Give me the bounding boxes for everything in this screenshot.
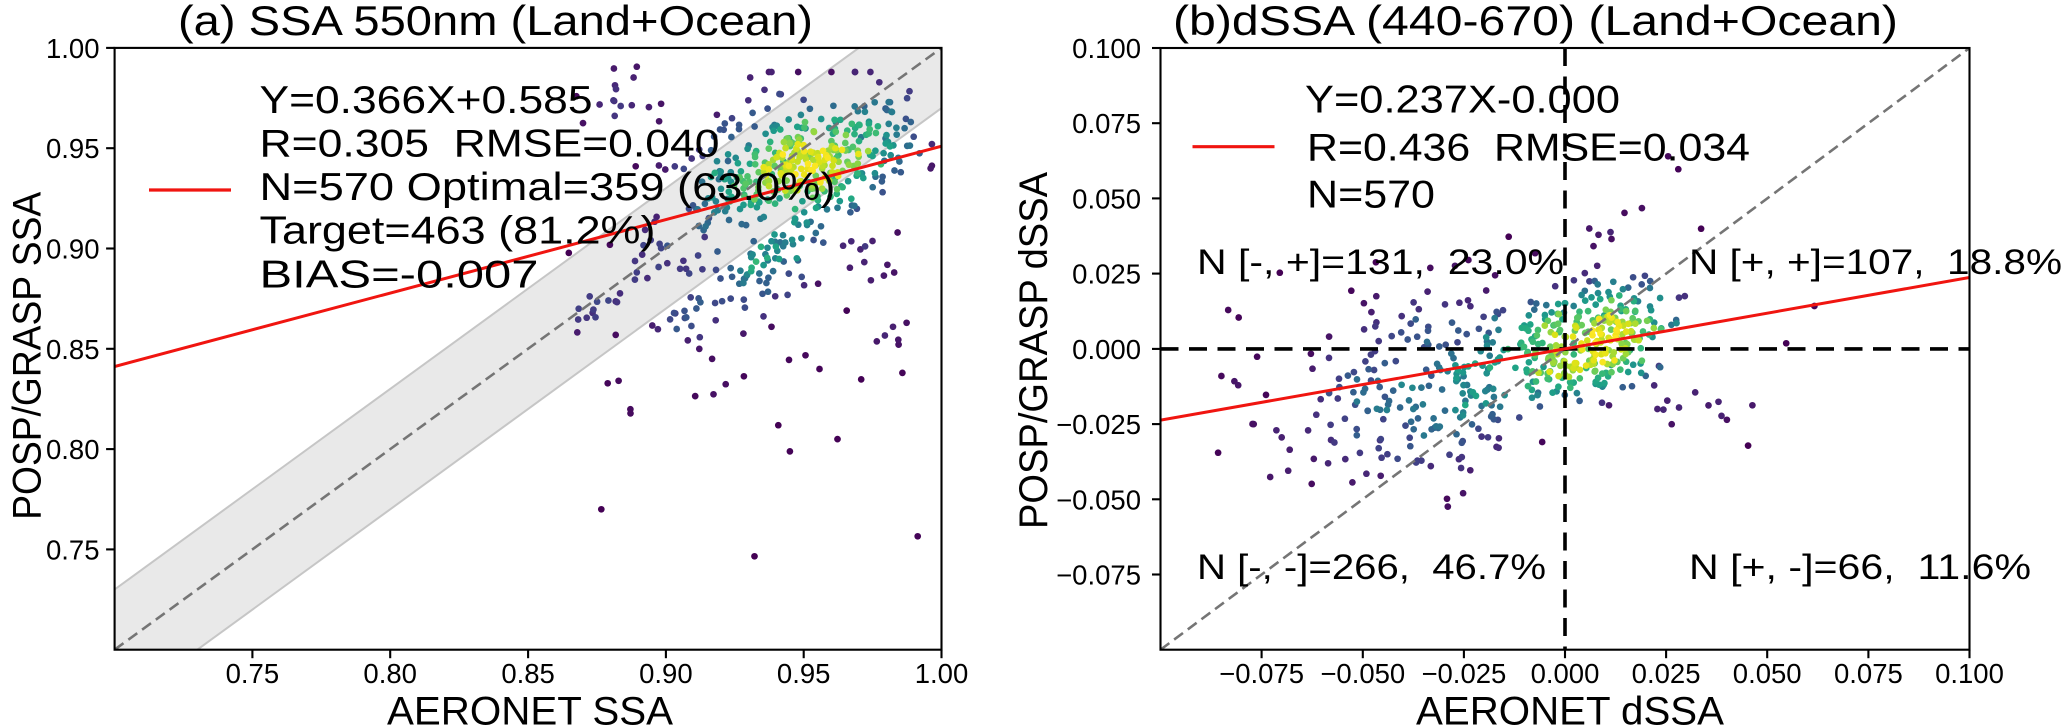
svg-text:0.100: 0.100: [1935, 658, 2004, 689]
svg-text:(a) SSA 550nm (Land+Ocean): (a) SSA 550nm (Land+Ocean): [178, 0, 813, 44]
svg-text:0.075: 0.075: [1072, 108, 1141, 139]
svg-text:0.80: 0.80: [46, 434, 100, 465]
svg-text:POSP/GRASP SSA: POSP/GRASP SSA: [6, 192, 50, 520]
svg-text:0.90: 0.90: [639, 658, 693, 689]
svg-text:0.025: 0.025: [1072, 259, 1141, 290]
svg-text:0.95: 0.95: [777, 658, 831, 689]
svg-text:0.75: 0.75: [226, 658, 280, 689]
svg-text:−0.050: −0.050: [1320, 658, 1405, 689]
svg-text:AERONET SSA: AERONET SSA: [387, 690, 673, 728]
svg-text:Y=0.366X+0.585: Y=0.366X+0.585: [260, 79, 593, 122]
svg-text:N=570: N=570: [1307, 174, 1435, 217]
svg-text:N [+, -]=66, 11.6%: N [+, -]=66, 11.6%: [1689, 547, 2031, 587]
svg-text:1.00: 1.00: [46, 33, 100, 64]
svg-text:Y=0.237X-0.000: Y=0.237X-0.000: [1305, 79, 1620, 122]
svg-text:0.100: 0.100: [1072, 33, 1141, 64]
svg-text:0.000: 0.000: [1531, 658, 1600, 689]
svg-text:0.075: 0.075: [1834, 658, 1903, 689]
svg-text:POSP/GRASP dSSA: POSP/GRASP dSSA: [1012, 172, 1056, 529]
svg-text:0.90: 0.90: [46, 234, 100, 265]
svg-text:0.050: 0.050: [1072, 183, 1141, 214]
svg-text:0.85: 0.85: [501, 658, 555, 689]
svg-text:N [+, +]=107, 18.8%: N [+, +]=107, 18.8%: [1689, 242, 2062, 282]
svg-text:R=0.305 RMSE=0.040: R=0.305 RMSE=0.040: [260, 123, 720, 166]
svg-text:R=0.436 RMSE=0.034: R=0.436 RMSE=0.034: [1307, 127, 1750, 170]
svg-text:Target=463 (81.2%): Target=463 (81.2%): [260, 210, 656, 253]
svg-text:−0.075: −0.075: [1219, 658, 1304, 689]
svg-text:0.80: 0.80: [363, 658, 417, 689]
svg-text:0.000: 0.000: [1072, 334, 1141, 365]
svg-text:−0.075: −0.075: [1056, 560, 1141, 591]
svg-text:N=570 Optimal=359 (63.0%): N=570 Optimal=359 (63.0%): [260, 166, 836, 209]
svg-text:(b)dSSA (440-670) (Land+Ocean): (b)dSSA (440-670) (Land+Ocean): [1173, 0, 1898, 44]
svg-text:BIAS=-0.007: BIAS=-0.007: [260, 253, 539, 296]
svg-text:−0.025: −0.025: [1421, 658, 1506, 689]
svg-text:1.00: 1.00: [915, 658, 969, 689]
svg-text:0.95: 0.95: [46, 133, 100, 164]
svg-text:0.025: 0.025: [1632, 658, 1701, 689]
svg-text:N [-, -]=266, 46.7%: N [-, -]=266, 46.7%: [1197, 547, 1546, 587]
svg-text:0.75: 0.75: [46, 534, 100, 565]
svg-text:AERONET dSSA: AERONET dSSA: [1416, 690, 1724, 728]
svg-text:0.050: 0.050: [1733, 658, 1802, 689]
svg-text:−0.050: −0.050: [1056, 484, 1141, 515]
svg-text:0.85: 0.85: [46, 334, 100, 365]
svg-text:N [-, +]=131, 23.0%: N [-, +]=131, 23.0%: [1197, 242, 1564, 282]
svg-text:−0.025: −0.025: [1056, 409, 1141, 440]
